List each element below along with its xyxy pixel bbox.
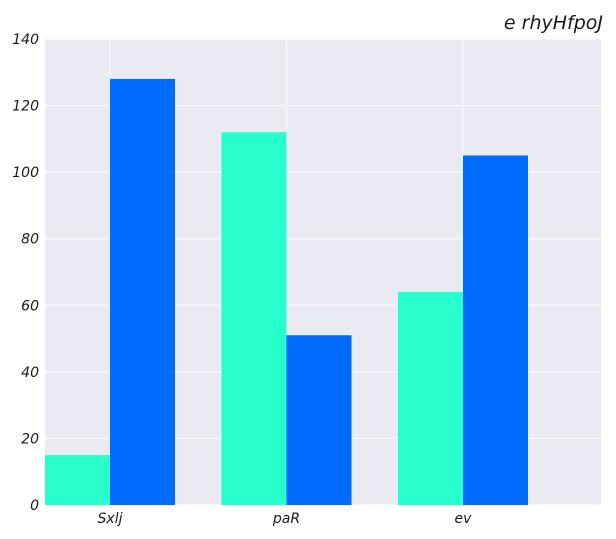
bar-paR-series-1 <box>221 132 287 505</box>
y-tick-label: 60 <box>21 298 39 314</box>
bar-Sxlj-series-1 <box>45 455 110 505</box>
bar-Sxlj-series-2 <box>110 78 175 505</box>
x-axis-ticks: Sxlj paR ev <box>98 511 473 527</box>
y-tick-label: 100 <box>12 165 39 181</box>
bar-ev-series-2 <box>463 155 528 505</box>
bars <box>45 78 528 505</box>
x-tick-label: ev <box>455 511 473 527</box>
y-tick-label: 140 <box>12 32 39 48</box>
y-tick-label: 40 <box>21 365 39 381</box>
bar-paR-series-2 <box>286 335 352 505</box>
x-tick-label: Sxlj <box>98 511 123 527</box>
bar-ev-series-1 <box>398 291 463 505</box>
y-tick-label: 80 <box>21 232 39 248</box>
x-tick-label: paR <box>272 511 300 527</box>
chart-title: e rhyHfpoJ <box>504 12 603 34</box>
y-tick-label: 0 <box>30 498 39 514</box>
y-tick-label: 120 <box>12 99 39 115</box>
y-tick-label: 20 <box>21 431 39 447</box>
y-axis-ticks: 0 20 40 60 80 100 120 140 <box>12 32 39 514</box>
